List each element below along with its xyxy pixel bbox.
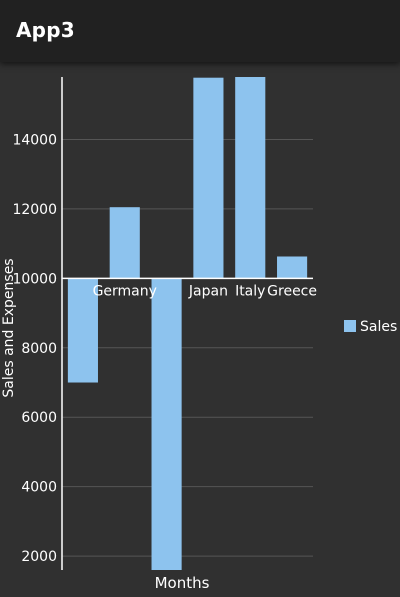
y-tick-label: 8000 bbox=[21, 341, 57, 357]
bars bbox=[67, 77, 308, 570]
bar bbox=[235, 77, 266, 279]
x-axis-label: Months bbox=[155, 574, 210, 592]
bar bbox=[277, 256, 308, 279]
chart-area: 2000 4000 6000 8000 10000 12000 14000 Germany J… bbox=[0, 62, 400, 593]
y-tick-label: 14000 bbox=[12, 132, 57, 148]
bar bbox=[193, 77, 224, 279]
axes bbox=[61, 77, 313, 570]
legend: Sales bbox=[344, 319, 397, 335]
legend-swatch-sales bbox=[344, 320, 356, 332]
bar bbox=[67, 278, 98, 383]
x-tick-label: Japan bbox=[188, 283, 228, 299]
app-bar: App3 bbox=[0, 0, 400, 62]
x-tick-labels: Germany Japan Italy Greece bbox=[93, 283, 317, 299]
y-tick-label: 4000 bbox=[21, 480, 57, 496]
app-title: App3 bbox=[16, 18, 75, 42]
bar bbox=[109, 207, 140, 279]
y-tick-label: 6000 bbox=[21, 410, 57, 426]
y-tick-labels: 2000 4000 6000 8000 10000 12000 14000 bbox=[12, 132, 57, 565]
bar bbox=[151, 278, 182, 570]
gridlines bbox=[62, 138, 313, 557]
x-tick-label: Germany bbox=[93, 283, 157, 299]
y-tick-label: 2000 bbox=[21, 549, 57, 565]
y-tick-label: 10000 bbox=[12, 271, 57, 287]
y-tick-label: 12000 bbox=[12, 202, 57, 218]
bar-chart: 2000 4000 6000 8000 10000 12000 14000 Germany J… bbox=[1, 77, 397, 592]
x-tick-label: Italy bbox=[235, 283, 265, 299]
y-axis-label: Sales and Expenses bbox=[1, 258, 17, 397]
legend-label-sales: Sales bbox=[360, 319, 397, 335]
x-tick-label: Greece bbox=[267, 283, 317, 299]
